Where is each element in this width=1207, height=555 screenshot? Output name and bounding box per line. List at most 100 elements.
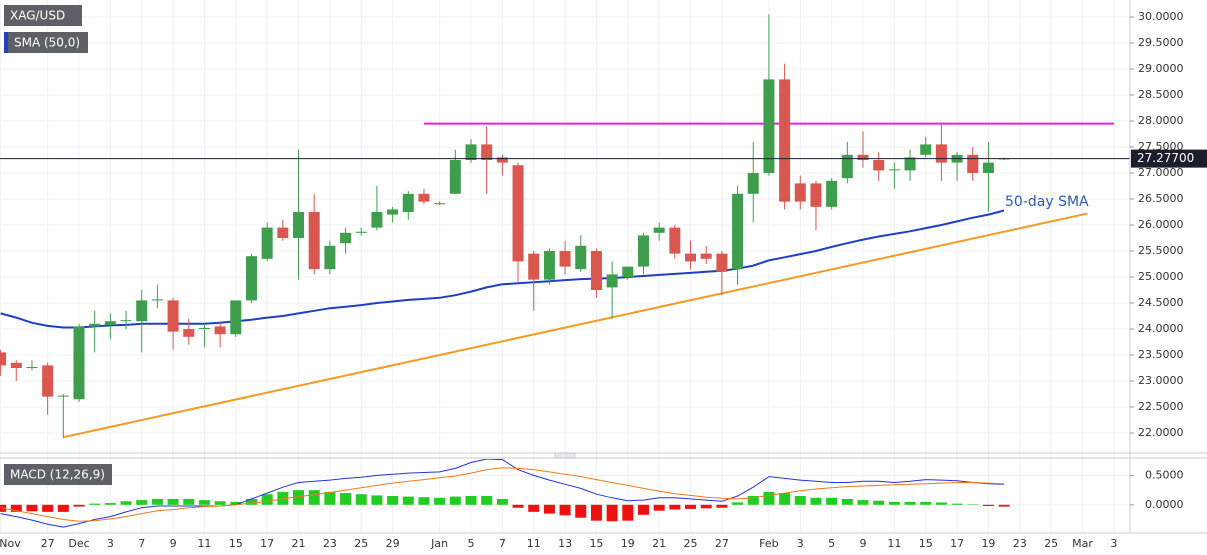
candle-body [559,251,571,267]
candle-body [183,329,195,337]
y-tick-label: 28.5000 [1138,88,1184,101]
candle-body [57,395,69,397]
x-tick-label: 3 [107,537,114,550]
candle-body [10,362,22,369]
candle-body [418,193,430,202]
macd-histogram-bar [136,500,148,505]
indicator-badge [4,32,88,53]
candle-body [606,274,618,288]
candle-body [340,232,352,244]
x-tick-label: 21 [652,537,666,550]
x-tick-label: 3 [797,537,804,550]
pane-handle[interactable] [554,452,576,459]
macd-histogram-bar [371,495,383,505]
y-tick-label: 26.0000 [1138,218,1184,231]
macd-histogram-bar [151,498,163,505]
x-tick-label: 21 [292,537,306,550]
macd-histogram-bar [245,498,257,505]
y-tick-label: 23.0000 [1138,374,1184,387]
candle-body [653,227,665,233]
y-tick-label: 25.5000 [1138,244,1184,257]
candle-body [528,253,540,280]
candle-body [465,144,477,161]
x-tick-label: 15 [229,537,243,550]
candle-body [26,366,38,369]
candle-body [685,253,697,262]
y-tick-label: 0.5000 [1145,468,1184,481]
macd-histogram-bar [89,503,101,505]
candle-body [324,245,336,270]
candle-body [355,231,367,233]
candle-body [637,235,649,267]
macd-histogram-bar [277,491,289,505]
x-tick-label: Jan [430,537,448,550]
macd-histogram-bar [826,497,838,505]
macd-histogram-bar [669,504,681,510]
macd-histogram-bar [465,496,477,505]
x-tick-label: Dec [68,537,89,550]
macd-histogram-bar [763,491,775,505]
macd-histogram-bar [183,498,195,505]
current-price-label: 27.27700 [1137,151,1194,165]
y-tick-label: 24.0000 [1138,322,1184,335]
y-tick-label: 0.0000 [1145,498,1184,511]
candle-body [496,157,508,163]
x-tick-label: 11 [887,537,901,550]
x-tick-label: 7 [138,537,145,550]
macd-histogram-bar [167,498,179,505]
x-tick-label: 25 [354,537,368,550]
candle-body [512,165,524,262]
macd-histogram-bar [622,504,634,521]
macd-histogram-bar [42,504,54,512]
candle-body [763,79,775,174]
macd-histogram-bar [261,494,273,505]
candle-body [293,212,305,239]
macd-histogram-bar [575,504,587,518]
candle-body [716,253,728,272]
candle-body [89,323,101,327]
x-tick-label: 19 [621,537,635,550]
candle-body [481,144,493,161]
x-tick-label: 23 [1013,537,1027,550]
candle-body [590,251,602,291]
macd-histogram-bar [998,504,1010,507]
y-tick-label: 28.0000 [1138,114,1184,127]
y-tick-label: 22.5000 [1138,400,1184,413]
y-tick-label: 29.0000 [1138,62,1184,75]
candle-body [261,227,273,259]
y-tick-label: 27.0000 [1138,166,1184,179]
macd-histogram-bar [857,500,869,505]
x-tick-label: 25 [684,537,698,550]
macd-histogram-bar [779,493,791,505]
macd-histogram-bar [418,497,430,505]
x-tick-label: 19 [981,537,995,550]
candle-body [245,256,257,301]
candle-body [136,300,148,322]
x-tick-label: 17 [260,537,274,550]
y-tick-label: 26.5000 [1138,192,1184,205]
macd-histogram-bar [230,501,242,505]
candle-body [794,183,806,202]
candle-body [308,212,320,270]
macd-histogram-bar [747,496,759,505]
macd-histogram-bar [496,498,508,505]
x-tick-label: 27 [41,537,55,550]
candle-body [230,300,242,335]
macd-histogram-bar [402,496,414,505]
macd-histogram-bar [967,504,979,506]
macd-histogram-bar [543,504,555,514]
macd-badge [4,464,112,485]
macd-histogram-bar [920,501,932,505]
y-tick-label: 29.5000 [1138,36,1184,49]
candle-body [104,321,116,325]
macd-histogram-bar [10,504,22,512]
x-tick-label: 7 [499,537,506,550]
candle-body [277,227,289,239]
x-tick-label: 3 [1110,537,1117,550]
macd-histogram-bar [888,501,900,505]
macd-histogram-bar [481,496,493,505]
macd-title: MACD (12,26,9) [10,468,105,482]
candle-body [543,251,555,280]
macd-histogram-bar [214,501,226,505]
